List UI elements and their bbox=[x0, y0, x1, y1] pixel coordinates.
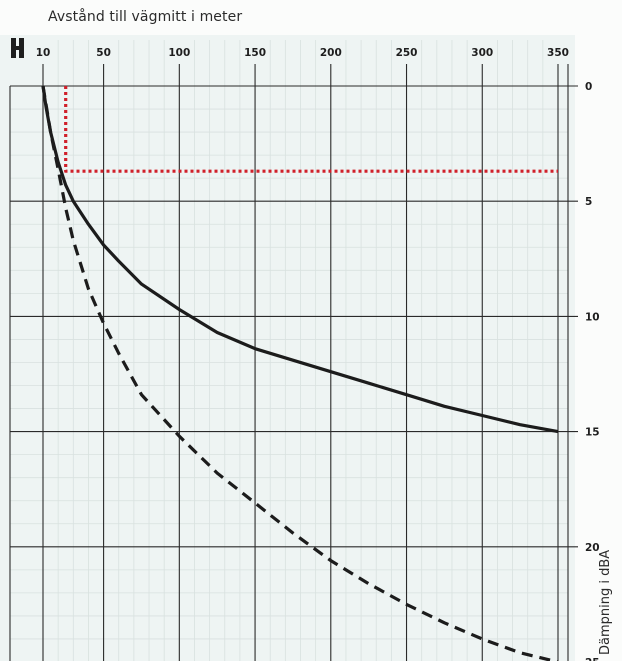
y-tick-label: 15 bbox=[585, 427, 600, 439]
y-tick-label: 20 bbox=[585, 542, 600, 554]
series-line-dashed bbox=[41, 85, 559, 661]
y-tick-label: 25 bbox=[585, 657, 600, 661]
x-axis-title: Avstånd till vägmitt i meter bbox=[48, 9, 243, 25]
plot-background bbox=[0, 35, 575, 661]
corner-icon bbox=[11, 38, 24, 58]
major-grid bbox=[9, 64, 578, 661]
tick-layer: 10 50 100 150 200 250 300 350 0 5 10 15 20 25 bbox=[36, 47, 600, 661]
x-tick-label: 300 bbox=[471, 47, 493, 59]
series-line-solid bbox=[41, 85, 559, 434]
series-layer bbox=[41, 85, 559, 661]
y-tick-label: 0 bbox=[585, 81, 592, 93]
x-tick-label: 50 bbox=[96, 47, 111, 59]
x-tick-label: 150 bbox=[244, 47, 266, 59]
x-tick-label: 200 bbox=[320, 47, 342, 59]
y-tick-label: 10 bbox=[585, 311, 600, 323]
reference-line-dotted bbox=[64, 86, 558, 173]
x-tick-label: 10 bbox=[36, 47, 51, 59]
x-tick-label: 100 bbox=[168, 47, 190, 59]
y-tick-label: 5 bbox=[585, 196, 592, 208]
x-tick-label: 250 bbox=[396, 47, 418, 59]
x-tick-label: 350 bbox=[547, 47, 569, 59]
